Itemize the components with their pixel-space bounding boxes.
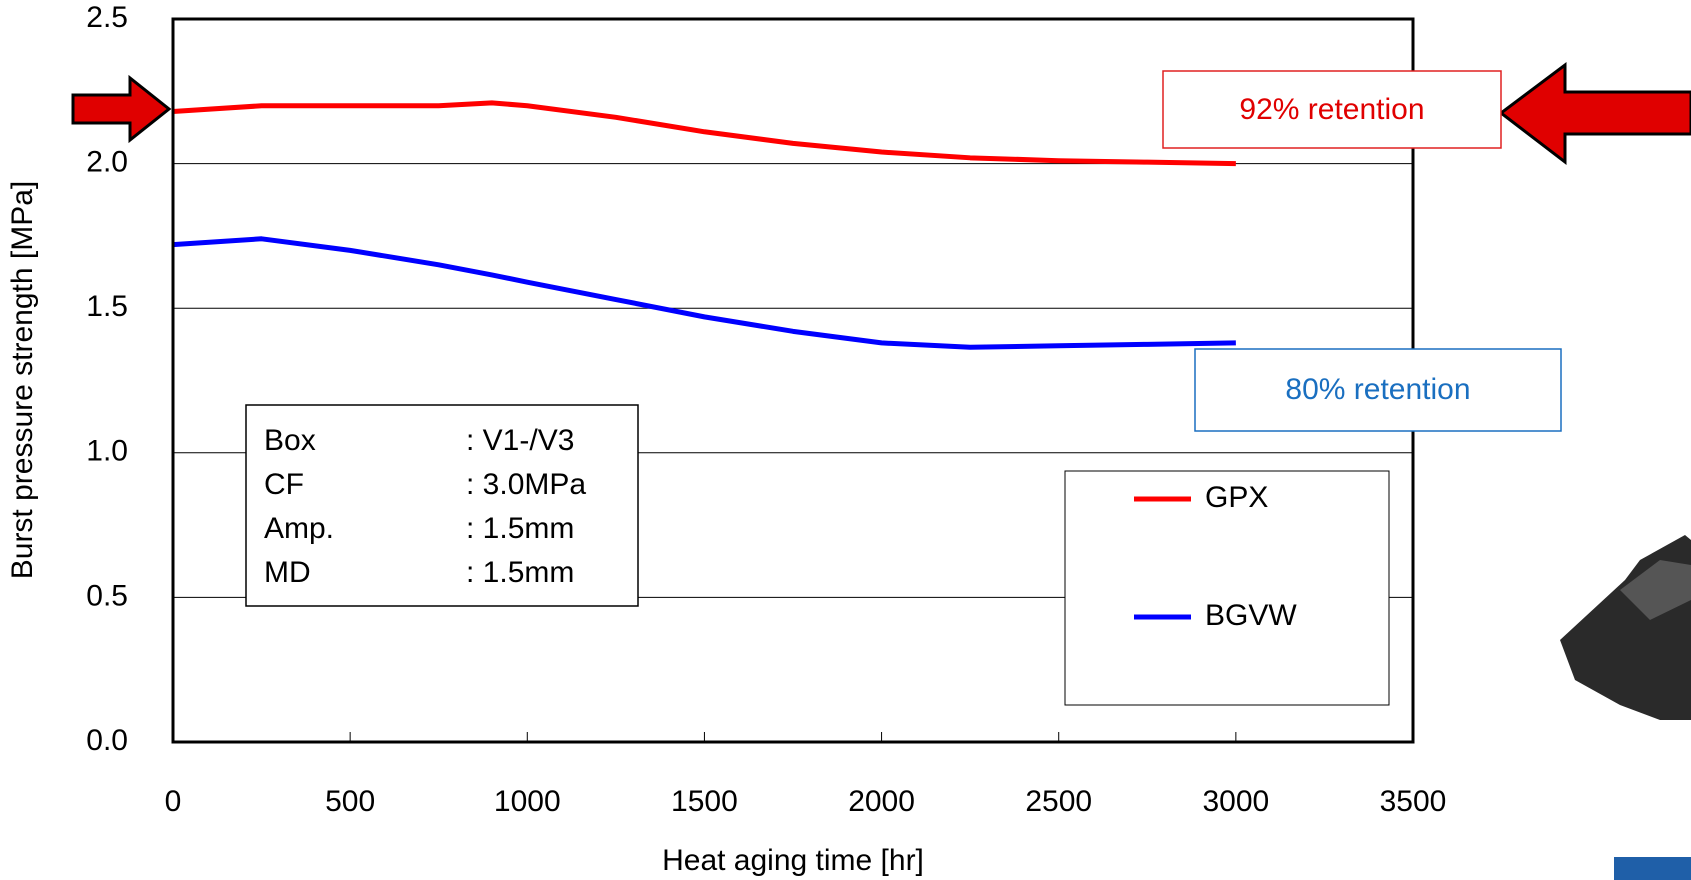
x-tick-label: 2500 (1025, 785, 1092, 818)
x-tick-label: 500 (325, 785, 375, 818)
info-text: : V1-/V3 (466, 424, 574, 457)
left-arrow (71, 74, 172, 144)
annotation: 92% retention (1239, 93, 1424, 126)
y-tick-label: 1.0 (86, 435, 128, 468)
series-line (172, 236, 1236, 350)
y-tick-label: 0.0 (86, 724, 128, 757)
annotation-box (1162, 70, 1502, 149)
y-axis-label: Burst pressure strength [MPa] (6, 181, 39, 580)
x-tick-label: 1000 (494, 785, 561, 818)
info-text: : 1.5mm (466, 556, 574, 589)
info-box (245, 404, 639, 607)
legend-box (1064, 470, 1390, 706)
info-text: : 3.0MPa (466, 468, 586, 501)
y-tick-label: 0.5 (86, 579, 128, 612)
x-tick-label: 3500 (1380, 785, 1447, 818)
info-text: CF (264, 468, 304, 501)
x-tick-label: 0 (165, 785, 182, 818)
legend-label: GPX (1205, 481, 1268, 514)
y-tick-label: 2.5 (86, 1, 128, 34)
x-axis-label: Heat aging time [hr] (662, 844, 924, 877)
right-arrow (1498, 62, 1691, 166)
product-photo (1547, 528, 1691, 733)
corner-block (1614, 857, 1691, 880)
x-tick-label: 3000 (1202, 785, 1269, 818)
x-tick-label: 1500 (671, 785, 738, 818)
info-text: : 1.5mm (466, 512, 574, 545)
series-line (172, 100, 1236, 167)
info-text: Box (264, 424, 316, 457)
info-rows: Box : V1-/V3 CF : 3.0MPa Amp. : 1.5mm MD : 1.5m… (264, 424, 586, 589)
annotation: 80% retention (1285, 373, 1470, 406)
y-tick-label: 2.0 (86, 146, 128, 179)
legend: GPX BGVW (1134, 481, 1297, 632)
y-tick-label: 1.5 (86, 290, 128, 323)
info-text: Amp. (264, 512, 334, 545)
x-tick-label: 2000 (848, 785, 915, 818)
legend-label: BGVW (1205, 599, 1297, 632)
annotation-box (1194, 348, 1562, 432)
info-text: MD (264, 556, 311, 589)
